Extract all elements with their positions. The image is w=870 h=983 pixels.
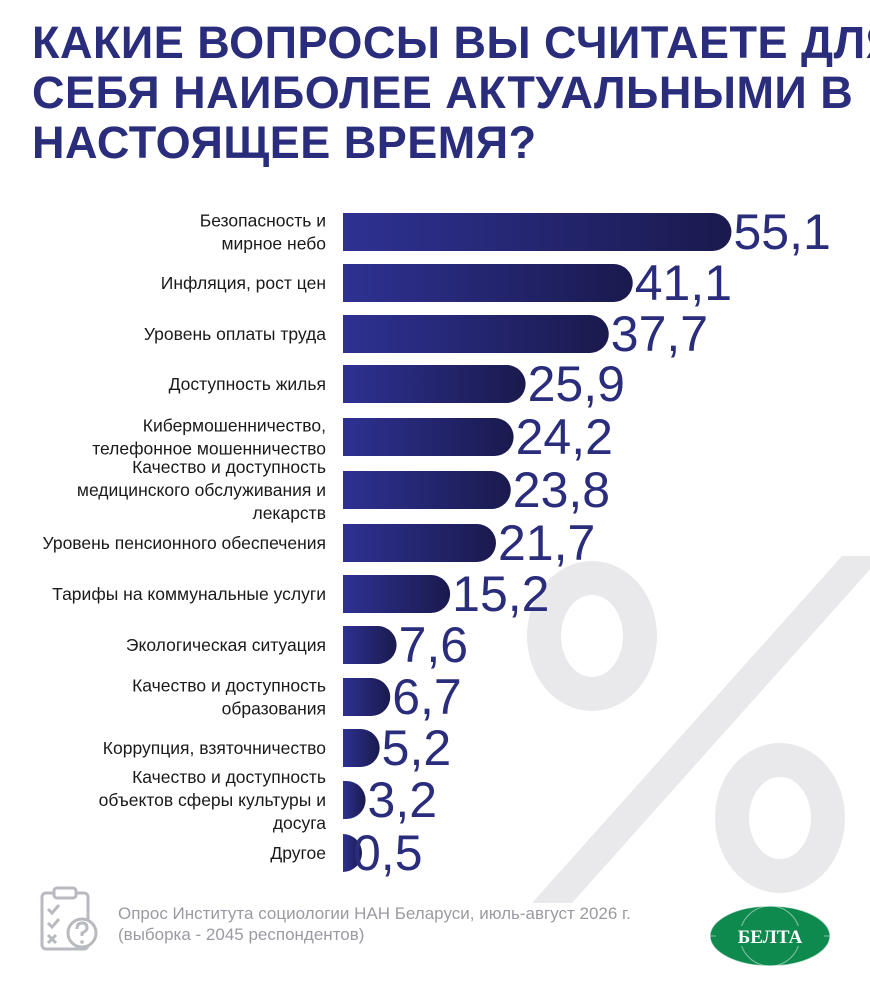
bar-value-label: 6,7 xyxy=(392,669,462,725)
category-label: Уровень пенсионного обеспечения xyxy=(43,533,327,553)
bar-value-label: 41,1 xyxy=(635,255,732,311)
survey-source-note: Опрос Института социологии НАН Беларуси,… xyxy=(118,903,631,945)
category-label: Другое xyxy=(270,843,326,863)
bar-value-label: 3,2 xyxy=(368,772,438,828)
bar xyxy=(343,834,362,872)
category-label: лекарств xyxy=(252,503,326,523)
bar-value-label: 5,2 xyxy=(382,720,452,776)
category-label: Качество и доступность xyxy=(132,457,326,477)
page-title: КАКИЕ ВОПРОСЫ ВЫ СЧИТАЕТЕ ДЛЯ СЕБЯ НАИБО… xyxy=(32,17,870,168)
category-label: досуга xyxy=(273,813,326,833)
bar xyxy=(343,678,391,716)
category-label: медицинского обслуживания и xyxy=(77,480,326,500)
bar-value-label: 55,1 xyxy=(733,204,830,260)
bar xyxy=(343,264,633,302)
bar xyxy=(343,626,397,664)
category-label: Кибермошенничество, xyxy=(143,416,326,436)
bar-value-label: 0,5 xyxy=(353,825,423,881)
title-line: КАКИЕ ВОПРОСЫ ВЫ СЧИТАЕТЕ ДЛЯ xyxy=(32,17,870,68)
category-label: Экологическая ситуация xyxy=(126,635,326,655)
bar xyxy=(343,575,451,613)
category-label: Тарифы на коммунальные услуги xyxy=(52,584,326,604)
bar-value-label: 23,8 xyxy=(513,462,610,518)
note-line: (выборка - 2045 респондентов) xyxy=(118,925,365,944)
category-label: Уровень оплаты труда xyxy=(144,324,326,344)
bar xyxy=(343,524,496,562)
belta-logo: БЕЛТА xyxy=(709,905,831,967)
bar-value-label: 7,6 xyxy=(399,617,469,673)
bar xyxy=(343,781,366,819)
category-label: Качество и доступность xyxy=(132,676,326,696)
bar-value-label: 25,9 xyxy=(528,356,625,412)
bar xyxy=(343,729,380,767)
bar-value-label: 21,7 xyxy=(498,515,595,571)
bar-value-label: 15,2 xyxy=(452,566,549,622)
clipboard-question-icon xyxy=(40,886,98,951)
category-label: Коррупция, взяточничество xyxy=(103,738,326,758)
bar xyxy=(343,471,511,509)
title-line: НАСТОЯЩЕЕ ВРЕМЯ? xyxy=(32,117,537,168)
category-label: образования xyxy=(222,699,326,719)
category-label: Инфляция, рост цен xyxy=(161,273,326,293)
bar xyxy=(343,418,514,456)
note-line: Опрос Института социологии НАН Беларуси,… xyxy=(118,904,631,923)
bar xyxy=(343,315,609,353)
percent-watermark-icon: % xyxy=(527,556,870,903)
bar-value-label: 37,7 xyxy=(611,306,708,362)
category-label: Безопасность и xyxy=(200,211,326,231)
category-label: мирное небо xyxy=(222,234,327,254)
category-label: Качество и доступность xyxy=(132,767,326,787)
category-label: телефонное мошенничество xyxy=(92,439,326,459)
title-line: СЕБЯ НАИБОЛЕЕ АКТУАЛЬНЫМИ В xyxy=(32,67,854,118)
bar xyxy=(343,213,732,251)
category-label: объектов сферы культуры и xyxy=(99,790,326,810)
bar-value-label: 24,2 xyxy=(516,409,613,465)
bar xyxy=(343,365,526,403)
category-label: Доступность жилья xyxy=(169,374,326,394)
logo-text: БЕЛТА xyxy=(738,927,803,948)
